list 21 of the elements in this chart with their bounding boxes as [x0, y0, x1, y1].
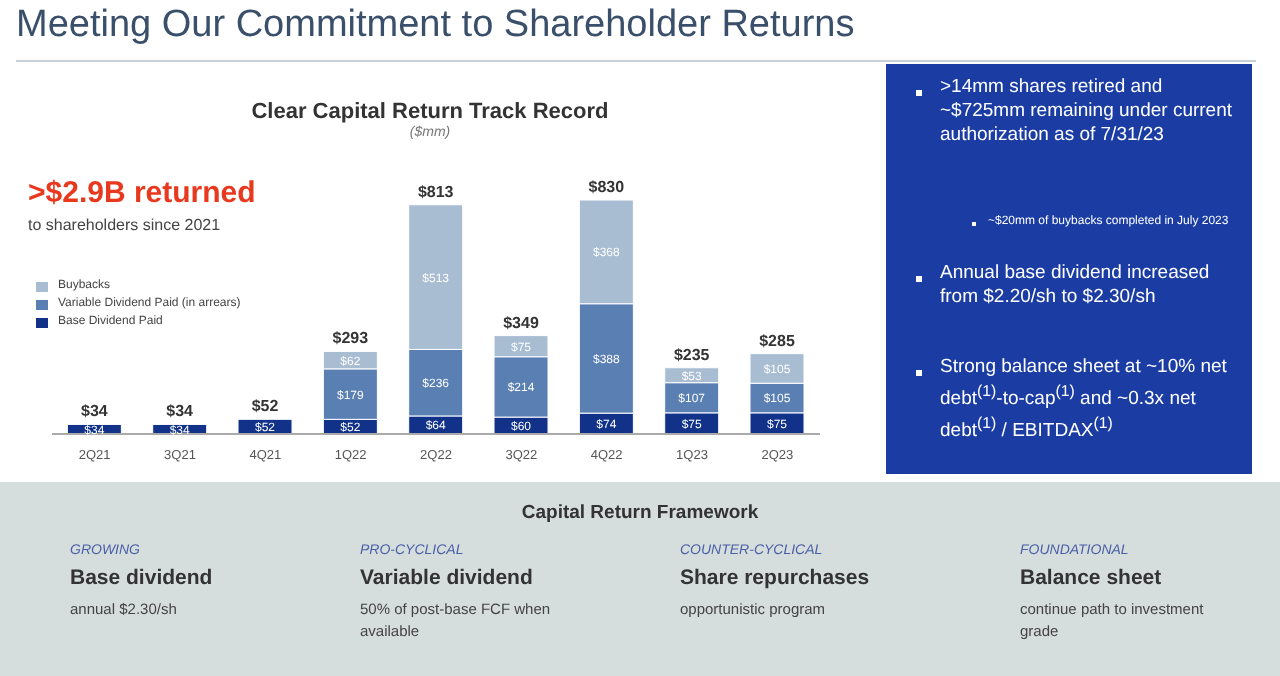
text: Annual base dividend increased from $2.20/sh to $2.30/sh: [940, 262, 1212, 310]
chart-title: Clear Capital Return Track Record: [249, 100, 611, 124]
total-label: $349: [503, 313, 540, 332]
text: Variable dividend: [360, 566, 533, 590]
annotation: >$2.9B returned: [28, 176, 256, 210]
text: Balance sheet: [1020, 566, 1162, 590]
text: Capital Return Framework: [519, 502, 761, 524]
total-label: $34: [81, 402, 109, 421]
total-label: $34: [166, 402, 195, 421]
annotation: to shareholders since 2021: [28, 216, 221, 234]
text: Meeting Our Commitment to Shareholder Returns: [16, 4, 855, 48]
text: >14mm shares retired and ~$725mm remaining under current authorization as of 7/31/23: [940, 76, 1235, 148]
total-label: $293: [332, 329, 370, 348]
total-label: $52: [251, 397, 280, 416]
total-label: $830: [588, 178, 626, 196]
total-label: $235: [673, 345, 711, 364]
total-label: $285: [759, 331, 796, 350]
text: Share repurchases: [680, 566, 870, 590]
total-label: $813: [417, 182, 455, 201]
text: Base dividend: [70, 566, 213, 590]
text: Strong balance sheet at ~10% net debt$^{(1)}$-to-cap$^{(1)}$ and ~0.3x net debt$^{(1)}$ / EBITDAX$^{(1)}$: [940, 356, 1227, 443]
